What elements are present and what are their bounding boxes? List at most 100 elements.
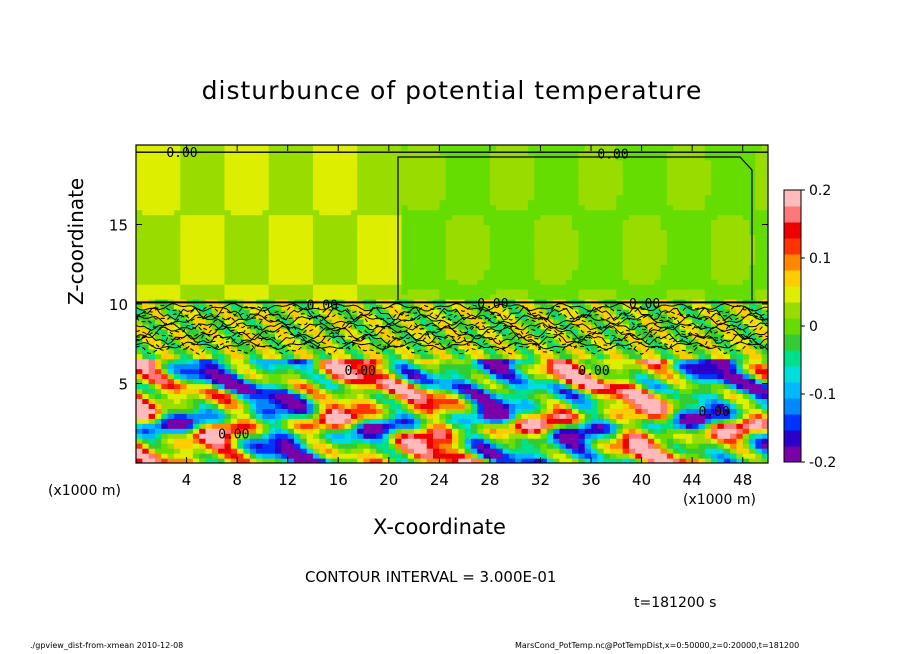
- heatmap-cell: [502, 408, 510, 414]
- heatmap-cell: [256, 378, 263, 385]
- heatmap-cell: [515, 289, 523, 295]
- heatmap-cell: [698, 398, 706, 404]
- heatmap-cell: [294, 353, 301, 360]
- heatmap-cell: [540, 224, 548, 231]
- heatmap-cell: [673, 333, 681, 340]
- heatmap-cell: [142, 318, 150, 325]
- heatmap-cell: [211, 428, 219, 434]
- heatmap-cell: [717, 284, 725, 290]
- heatmap-cell: [565, 418, 573, 424]
- heatmap-cell: [540, 398, 548, 404]
- heatmap-cell: [452, 423, 459, 429]
- heatmap-cell: [458, 269, 466, 275]
- heatmap-cell: [622, 423, 630, 429]
- heatmap-cell: [628, 214, 636, 221]
- heatmap-cell: [199, 308, 207, 315]
- heatmap-cell: [319, 413, 327, 419]
- heatmap-cell: [249, 358, 257, 365]
- heatmap-cell: [173, 403, 181, 409]
- heatmap-cell: [584, 453, 592, 459]
- heatmap-cell: [534, 408, 542, 414]
- heatmap-cell: [622, 244, 630, 250]
- heatmap-cell: [331, 214, 339, 221]
- heatmap-cell: [635, 453, 643, 459]
- heatmap-cell: [749, 328, 756, 335]
- heatmap-cell: [300, 338, 308, 345]
- heatmap-cell: [527, 358, 535, 365]
- heatmap-cell: [199, 323, 207, 330]
- heatmap-cell: [515, 403, 523, 409]
- heatmap-cell: [597, 458, 605, 463]
- heatmap-cell: [224, 284, 232, 290]
- heatmap-cell: [142, 294, 150, 300]
- heatmap-cell: [173, 448, 181, 454]
- heatmap-cell: [154, 413, 162, 419]
- heatmap-cell: [723, 294, 731, 300]
- heatmap-cell: [388, 408, 396, 414]
- heatmap-cell: [755, 224, 763, 231]
- heatmap-cell: [704, 448, 712, 454]
- heatmap-cell: [717, 348, 725, 355]
- heatmap-cell: [755, 403, 763, 409]
- heatmap-cell: [470, 318, 478, 325]
- heatmap-cell: [350, 358, 358, 365]
- heatmap-cell: [685, 373, 693, 380]
- heatmap-cell: [477, 219, 485, 226]
- heatmap-cell: [426, 418, 434, 424]
- heatmap-cell: [692, 453, 700, 459]
- heatmap-cell: [312, 274, 320, 280]
- heatmap-cell: [527, 373, 535, 380]
- heatmap-cell: [224, 328, 232, 335]
- heatmap-cell: [452, 279, 459, 285]
- heatmap-cell: [692, 224, 700, 231]
- heatmap-cell: [704, 408, 712, 414]
- heatmap-cell: [654, 433, 662, 439]
- heatmap-cell: [401, 373, 409, 380]
- heatmap-cell: [294, 313, 301, 320]
- heatmap-cell: [205, 428, 213, 434]
- heatmap-cell: [331, 269, 339, 275]
- heatmap-cell: [249, 249, 257, 255]
- heatmap-cell: [287, 264, 295, 270]
- heatmap-cell: [211, 363, 219, 370]
- heatmap-cell: [388, 393, 396, 400]
- heatmap-cell: [338, 264, 346, 270]
- heatmap-cell: [211, 373, 219, 380]
- heatmap-cell: [540, 338, 548, 345]
- heatmap-cell: [237, 239, 245, 245]
- heatmap-cell: [483, 214, 491, 221]
- heatmap-cell: [161, 363, 169, 370]
- heatmap-cell: [287, 423, 295, 429]
- heatmap-cell: [458, 264, 466, 270]
- heatmap-cell: [357, 413, 365, 419]
- heatmap-cell: [534, 338, 542, 345]
- heatmap-cell: [218, 423, 226, 429]
- heatmap-cell: [723, 393, 731, 400]
- heatmap-cell: [382, 433, 390, 439]
- heatmap-cell: [376, 254, 384, 260]
- heatmap-cell: [325, 338, 333, 345]
- heatmap-cell: [211, 234, 219, 241]
- heatmap-cell: [426, 373, 434, 380]
- heatmap-cell: [489, 383, 497, 390]
- heatmap-cell: [755, 219, 763, 226]
- heatmap-cell: [243, 418, 251, 424]
- heatmap-cell: [376, 304, 384, 310]
- heatmap-cell: [205, 433, 213, 439]
- heatmap-cell: [401, 443, 409, 449]
- heatmap-cell: [483, 363, 491, 370]
- heatmap-cell: [761, 443, 768, 449]
- heatmap-cell: [268, 289, 276, 295]
- heatmap-cell: [527, 274, 535, 280]
- heatmap-cell: [508, 343, 516, 350]
- heatmap-cell: [540, 413, 548, 419]
- heatmap-cell: [723, 378, 731, 385]
- heatmap-cell: [357, 254, 365, 260]
- heatmap-cell: [603, 433, 611, 439]
- heatmap-cell: [199, 393, 207, 400]
- heatmap-cell: [559, 353, 567, 360]
- heatmap-cell: [161, 403, 169, 409]
- heatmap-cell: [565, 413, 573, 419]
- heatmap-cell: [660, 274, 668, 280]
- heatmap-cell: [414, 388, 421, 395]
